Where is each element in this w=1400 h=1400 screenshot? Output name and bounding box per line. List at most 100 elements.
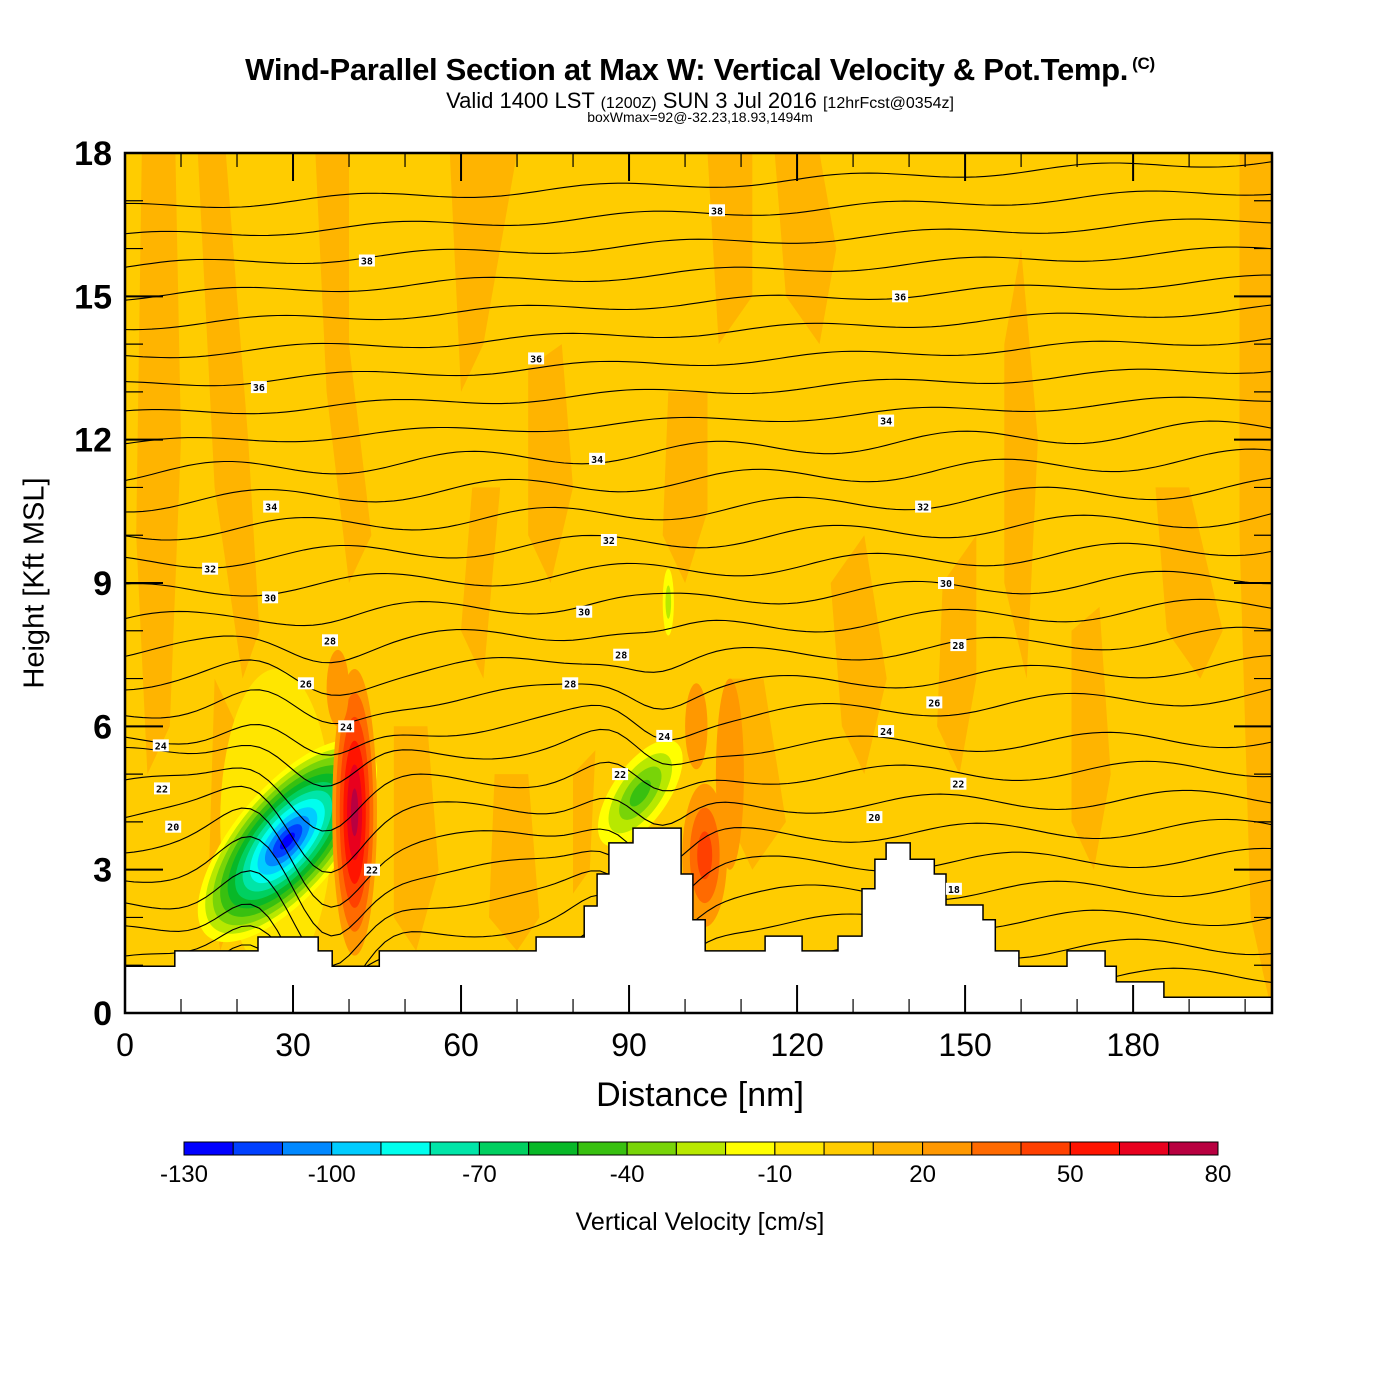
copyright-mark: (C): [1132, 53, 1155, 73]
contour-labels: 38 38 36 36 36 34 34 34 32 32 32 30 30 30 28 28 28 28 26 26…: [152, 204, 967, 896]
colorbar-title-wrap: Vertical Velocity [cm/s]: [0, 1208, 1400, 1237]
colorbar-tick-label: 20: [909, 1161, 936, 1188]
y-tick-label: 6: [93, 708, 112, 746]
weak-updraft-streak: [449, 153, 517, 392]
contour-label-bg: [562, 677, 579, 690]
contour-label: 26: [297, 677, 314, 690]
contour-label-bg: [202, 562, 219, 575]
contour-label: 20: [165, 820, 182, 834]
colorbar-swatch: [922, 1141, 973, 1156]
weak-updraft-streak: [489, 774, 540, 951]
contour-label: 36: [892, 290, 909, 303]
contour-label-text: 36: [253, 383, 265, 394]
contour-label-bg: [262, 591, 279, 604]
contour-label-bg: [612, 768, 629, 781]
colorbar-swatch: [577, 1141, 628, 1156]
theta-contour-line: [125, 654, 1272, 725]
colorbar-swatch: [478, 1141, 530, 1156]
colorbar-swatch: [1020, 1141, 1071, 1156]
contour-label-bg: [945, 882, 962, 895]
colorbar-swatch: [183, 1141, 234, 1156]
chart-subtitle: Valid 1400 LST (1200Z) SUN 3 Jul 2016 [1…: [0, 88, 1400, 114]
colorbar-swatch: [429, 1141, 480, 1156]
contour-label: 38: [358, 254, 375, 268]
x-tick-label: 0: [116, 1027, 134, 1063]
contour-label-bg: [589, 452, 606, 465]
contour-label-bg: [709, 204, 725, 217]
contour-label-bg: [938, 577, 954, 589]
contour-label-bg: [950, 639, 967, 652]
contour-label: 24: [338, 720, 355, 733]
contour-label: 28: [613, 648, 630, 662]
weak-updraft-streak: [528, 344, 573, 583]
terrain-outline: [125, 827, 1272, 998]
contour-label-bg: [866, 811, 883, 824]
contour-label-text: 30: [940, 579, 952, 590]
contour-label-text: 18: [948, 885, 960, 896]
chart-title-text: Wind-Parallel Section at Max W: Vertical…: [245, 52, 1129, 87]
theta-contour-line: [125, 760, 1272, 832]
contour-label: 28: [562, 677, 579, 690]
contour-label-text: 38: [711, 206, 723, 217]
contour-label-bg: [165, 820, 182, 833]
colorbar-swatch: [1119, 1141, 1170, 1156]
contour-label-text: 30: [264, 593, 276, 604]
y-tick-label: 12: [74, 422, 112, 460]
colorbar-title: Vertical Velocity [cm/s]: [575, 1208, 825, 1236]
contour-label-bg: [152, 739, 169, 752]
contour-label-text: 24: [658, 732, 670, 743]
contour-label: 28: [322, 634, 338, 647]
contour-label: 22: [950, 777, 967, 791]
downdraft-mid: [629, 779, 651, 807]
weak-updraft-streak: [937, 535, 977, 775]
contour-label-text: 30: [578, 608, 590, 619]
contour-label-text: 36: [894, 292, 906, 303]
contour-label-text: 22: [156, 784, 168, 795]
contour-label-text: 24: [155, 741, 167, 752]
weak-updraft-streak: [393, 726, 439, 951]
contour-label-bg: [322, 634, 338, 647]
contour-label: 30: [938, 577, 954, 590]
colorbar-swatch: [331, 1141, 382, 1156]
updraft-lee-top: [685, 683, 708, 770]
weak-updraft-streak: [662, 391, 708, 583]
theta-contour-line: [125, 218, 1272, 268]
theta-contour-line: [125, 688, 1272, 756]
contour-label-text: 32: [917, 503, 929, 514]
contour-label-bg: [297, 677, 314, 690]
contour-label: 22: [612, 768, 629, 781]
weak-updraft-streak: [707, 153, 753, 345]
theta-contour-line: [125, 396, 1272, 445]
weak-updraft-streak: [315, 153, 372, 583]
x-tick-label: 120: [770, 1027, 823, 1063]
contour-label: 32: [600, 534, 617, 547]
y-axis-label: Height [Kft MSL]: [18, 477, 51, 689]
colorbar-swatch: [725, 1141, 776, 1156]
x-tick-label: 90: [611, 1027, 647, 1063]
contour-label: 20: [866, 811, 883, 824]
contour-label-bg: [878, 725, 895, 738]
theta-contour-line: [125, 368, 1272, 415]
downdraft-small: [665, 585, 672, 619]
contour-label: 22: [154, 782, 170, 795]
contour-label-bg: [358, 254, 375, 267]
y-tick-label: 3: [93, 852, 112, 890]
boxwmax-info: boxWmax=92@-32.23,18.93,1494m: [587, 109, 813, 125]
weak-updraft-streak: [461, 487, 501, 679]
contour-label: 30: [262, 591, 279, 604]
contour-label-bg: [250, 381, 267, 394]
colorbar-swatch: [872, 1141, 923, 1156]
contour-label: 28: [950, 639, 967, 652]
contour-label: 24: [656, 729, 673, 743]
contour-label: 34: [589, 452, 606, 466]
colorbar-swatch: [1069, 1141, 1121, 1156]
colorbar-tick-label: -100: [308, 1161, 356, 1188]
contour-label: 30: [576, 605, 593, 619]
colorbar-swatch: [282, 1141, 333, 1156]
colorbar-swatch: [232, 1141, 283, 1156]
contour-label-text: 32: [204, 565, 216, 576]
chart-title: Wind-Parallel Section at Max W: Vertical…: [0, 52, 1400, 88]
contour-label-text: 22: [614, 770, 626, 781]
